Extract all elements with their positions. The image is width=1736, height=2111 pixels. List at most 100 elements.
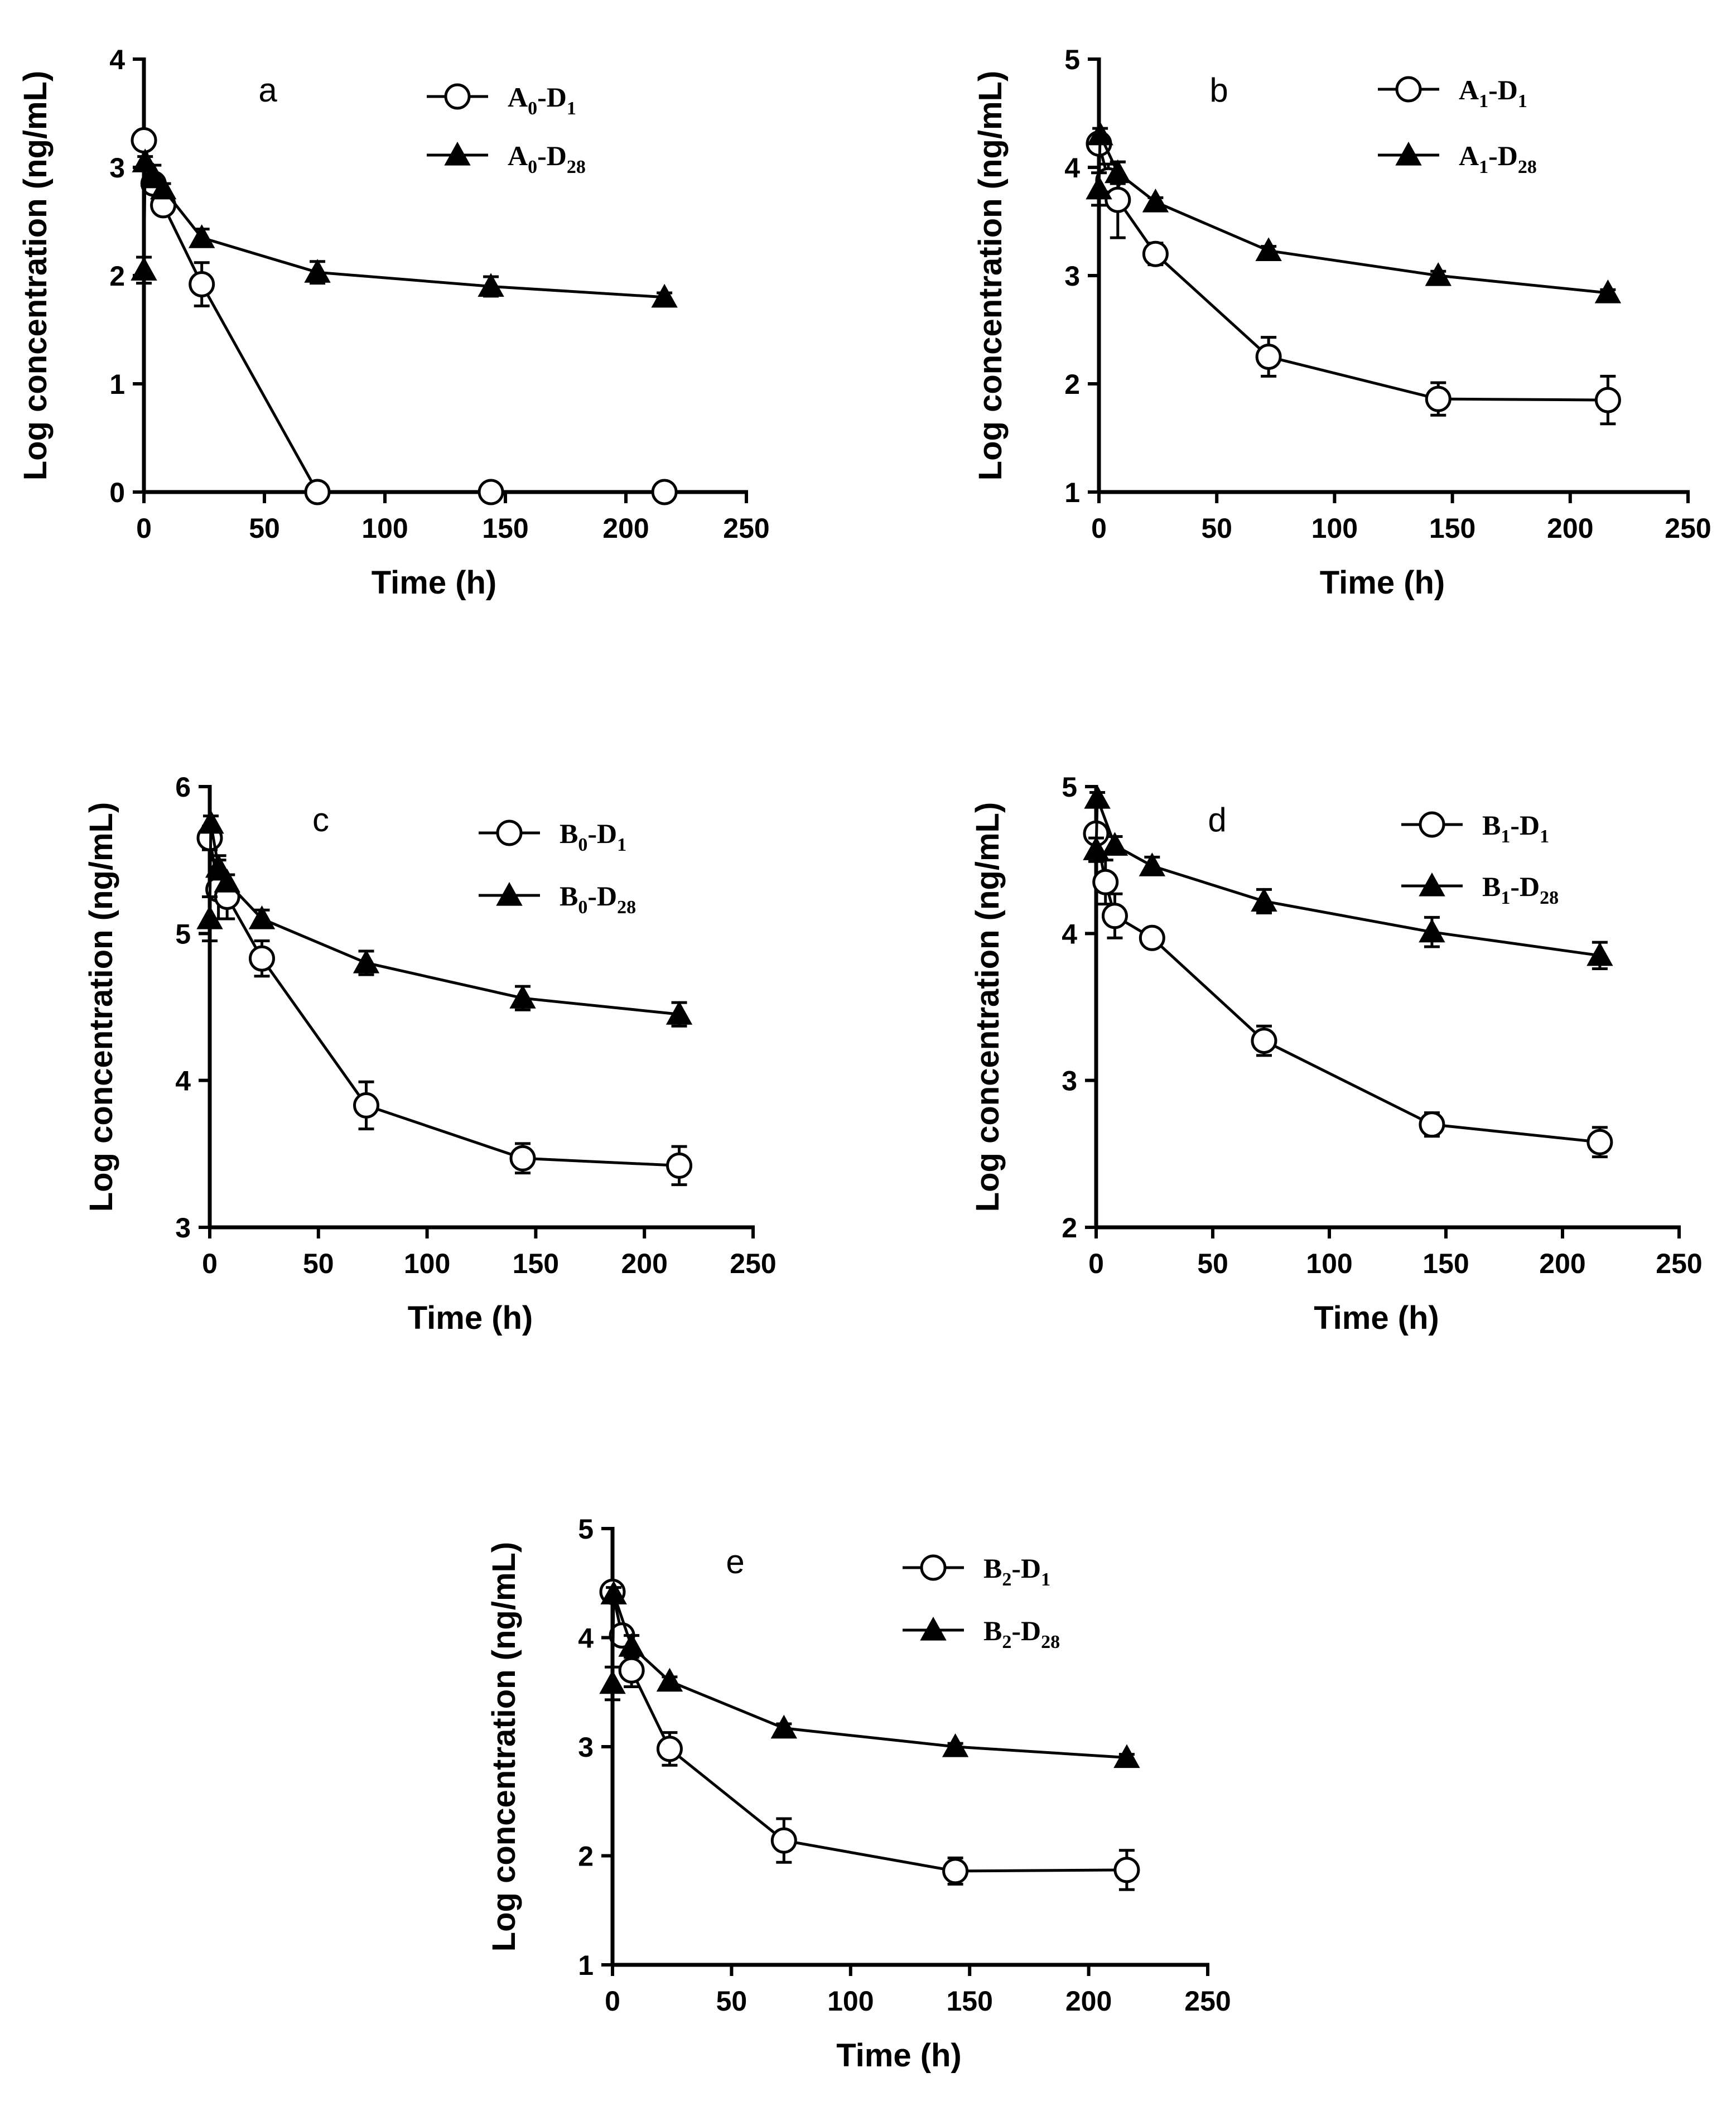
x-tick-label: 0 [605, 1985, 620, 2017]
x-tick-label: 100 [1311, 513, 1358, 544]
data-point-circle [189, 271, 215, 298]
x-tick-label: 250 [723, 513, 769, 544]
y-tick-label: 1 [109, 369, 125, 400]
x-tick-label: 200 [1539, 1248, 1585, 1279]
data-point-triangle [131, 257, 157, 281]
legend-label: A1-D1 [1459, 74, 1527, 112]
data-point-triangle [1594, 279, 1622, 303]
data-point-circle [249, 945, 276, 972]
data-point-circle [651, 479, 678, 505]
series-B1-D1 [1083, 820, 1613, 1159]
x-tick-label: 150 [482, 513, 528, 544]
y-tick-label: 4 [175, 1066, 191, 1097]
data-point-triangle [1139, 852, 1166, 876]
data-point-triangle [205, 854, 232, 878]
legend-marker-triangle [920, 1616, 947, 1641]
series-B2-D28 [599, 1580, 1140, 1768]
x-tick-label: 50 [1201, 513, 1232, 544]
legend-label: A1-D28 [1459, 140, 1537, 177]
y-tick-label: 2 [109, 261, 125, 292]
data-point-circle [770, 1827, 797, 1854]
panel-letter: a [258, 71, 277, 109]
data-point-circle [942, 1858, 969, 1885]
legend-item: A1-D1 [1378, 74, 1527, 112]
legend-label: B2-D1 [983, 1553, 1050, 1590]
data-point-circle [618, 1657, 645, 1684]
data-point-triangle [150, 175, 177, 200]
x-tick-label: 250 [1656, 1248, 1702, 1279]
legend-label: B0-D28 [560, 880, 636, 918]
x-axis-title: Time (h) [836, 2037, 962, 2074]
data-point-triangle [770, 1714, 797, 1739]
y-tick-label: 4 [1062, 918, 1077, 950]
x-tick-label: 250 [1184, 1985, 1231, 2017]
data-point-triangle [196, 905, 223, 929]
y-tick-label: 3 [1064, 261, 1080, 292]
legend-item: A0-D28 [427, 140, 586, 177]
data-point-triangle [1251, 888, 1277, 912]
data-point-circle [656, 1736, 683, 1762]
legend-label: A0-D28 [508, 140, 586, 177]
x-tick-label: 150 [1429, 513, 1475, 544]
data-point-triangle [600, 1580, 627, 1604]
y-tick-label: 5 [175, 918, 191, 950]
y-tick-label: 4 [109, 44, 125, 75]
data-point-circle [353, 1092, 380, 1119]
legend-marker-triangle [1419, 872, 1445, 897]
x-tick-label: 50 [716, 1985, 748, 2017]
data-point-triangle [304, 259, 331, 283]
data-point-circle [1419, 1111, 1445, 1138]
data-point-triangle [651, 283, 678, 308]
series-A0-D1 [131, 127, 678, 505]
y-tick-label: 3 [175, 1212, 191, 1244]
x-tick-label: 250 [730, 1248, 776, 1279]
legend-item: A1-D28 [1378, 140, 1537, 177]
data-point-triangle [188, 224, 215, 248]
legend-marker-circle [920, 1554, 947, 1581]
y-axis-title: Log concentration (ng/mL) [486, 1542, 522, 1952]
data-point-triangle [478, 273, 504, 297]
x-tick-label: 250 [1665, 513, 1711, 544]
data-point-circle [478, 479, 504, 505]
data-point-triangle [197, 809, 224, 834]
data-point-triangle [1113, 1744, 1140, 1768]
legend-marker-circle [1395, 76, 1422, 103]
x-tick-label: 150 [513, 1248, 559, 1279]
y-tick-label: 0 [109, 477, 125, 508]
x-tick-label: 150 [946, 1985, 992, 2017]
x-tick-label: 100 [1306, 1248, 1352, 1279]
data-point-circle [1092, 869, 1119, 895]
data-point-triangle [1083, 836, 1110, 860]
series-line [142, 139, 665, 494]
panel-letter: c [312, 801, 329, 838]
data-point-triangle [1084, 785, 1111, 809]
data-point-triangle [1425, 262, 1452, 286]
y-axis-title: Log concentration (ng/mL) [83, 802, 119, 1212]
y-tick-label: 3 [1062, 1066, 1077, 1097]
data-point-circle [1105, 186, 1131, 213]
data-point-triangle [140, 162, 167, 187]
legend-item: A0-D1 [427, 81, 576, 119]
series-B0-D28 [196, 809, 693, 1028]
y-axis-title: Log concentration (ng/mL) [972, 71, 1009, 481]
x-tick-label: 200 [602, 513, 649, 544]
panel-letter: b [1209, 71, 1228, 109]
data-point-circle [1142, 240, 1169, 267]
y-tick-label: 4 [1064, 152, 1080, 184]
data-point-circle [1101, 903, 1128, 929]
legend-marker-circle [1419, 811, 1445, 838]
legend-label: B1-D1 [1482, 809, 1549, 847]
x-tick-label: 0 [202, 1248, 218, 1279]
data-point-triangle [1419, 918, 1445, 943]
x-tick-label: 100 [361, 513, 408, 544]
x-tick-label: 100 [827, 1985, 874, 2017]
series-A0-D28 [131, 148, 678, 308]
series-A1-D28 [1086, 121, 1622, 303]
legend-item: B1-D28 [1401, 871, 1559, 908]
y-tick-label: 5 [1062, 772, 1077, 803]
data-point-triangle [618, 1633, 645, 1657]
x-tick-label: 0 [1088, 1248, 1104, 1279]
